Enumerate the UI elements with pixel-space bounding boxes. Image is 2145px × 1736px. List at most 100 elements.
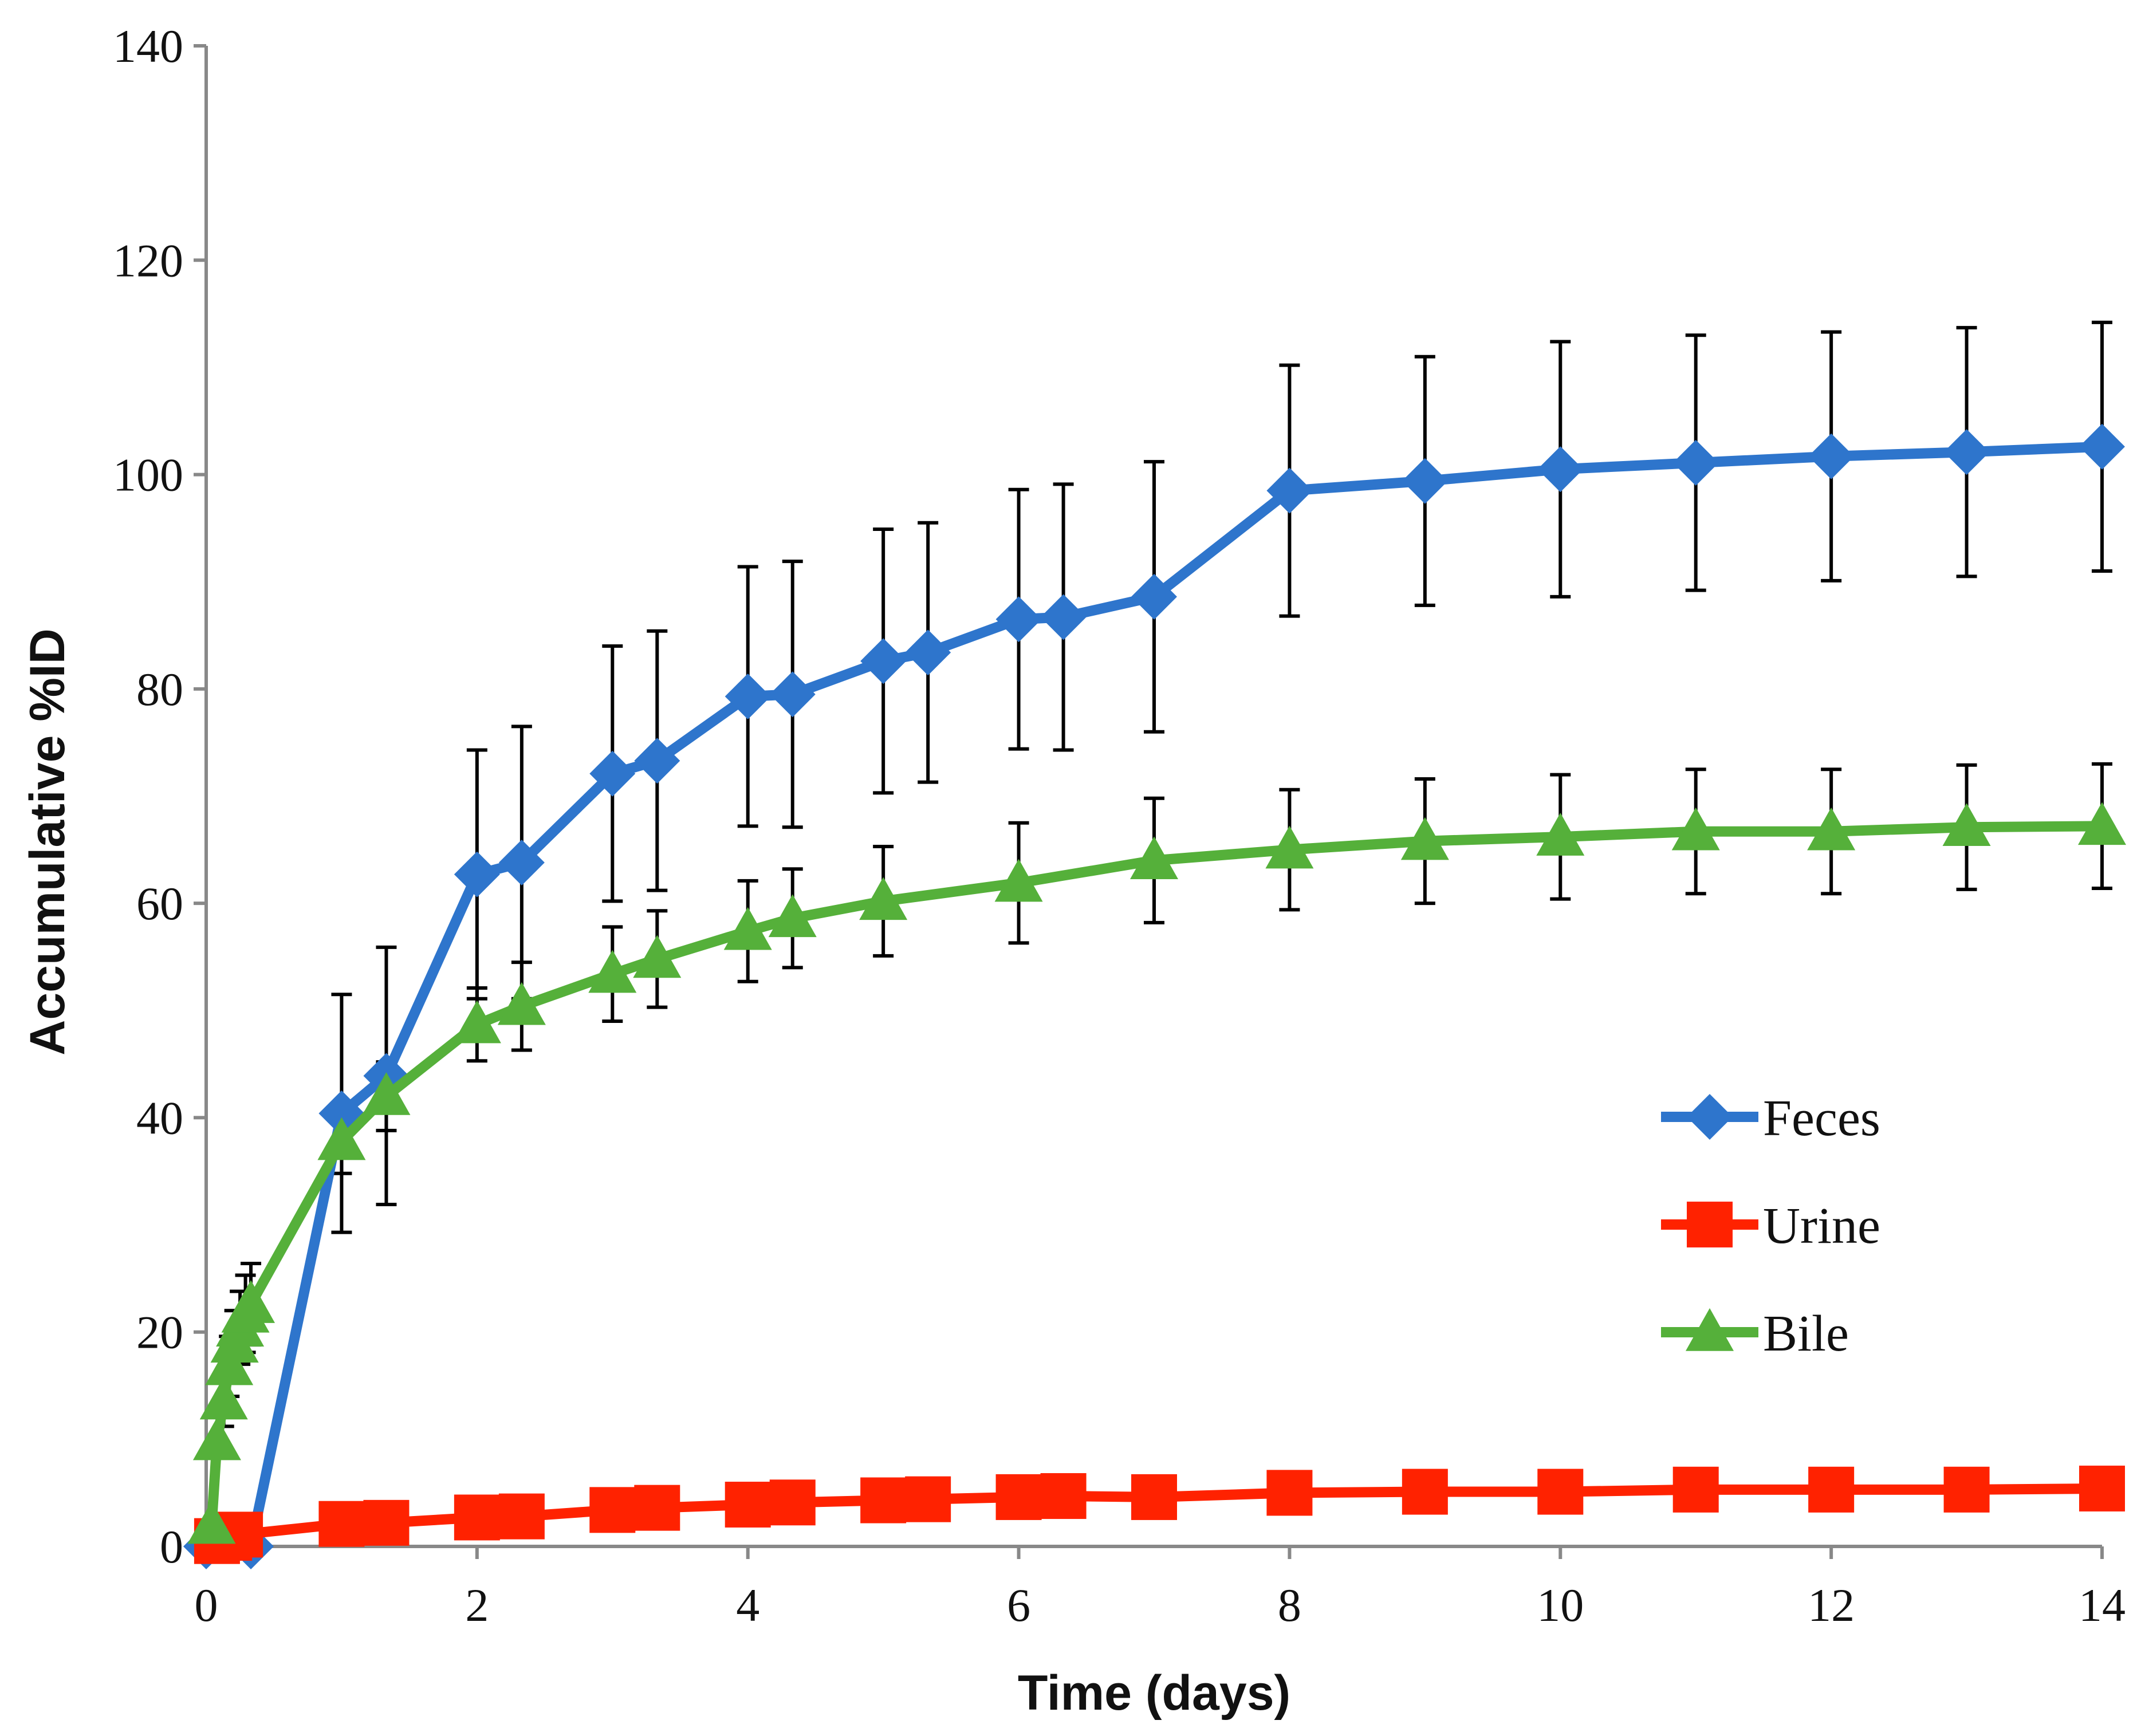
data-point-urine [634,1485,680,1531]
legend-marker-shape [1686,1308,1734,1351]
data-point-feces [498,840,545,886]
legend-label-urine: Urine [1763,1198,1880,1254]
y-tick-label: 100 [113,449,183,501]
y-tick-label: 60 [136,877,183,930]
legend-label-bile: Bile [1763,1305,1849,1362]
y-tick-label: 80 [136,663,183,715]
data-point-bile [1671,807,1720,851]
data-point-feces [905,629,951,676]
legend-marker-shape [1687,1094,1733,1140]
data-point-bile [362,1072,411,1115]
x-axis-title: Time (days) [1018,1666,1290,1721]
data-point-feces [1672,439,1719,486]
series-line-bile [206,821,2103,1526]
data-point-feces [725,673,771,719]
data-point-bile [199,1376,248,1420]
data-point-feces [860,638,907,684]
x-tick-label: 0 [195,1579,218,1631]
axes [204,46,2102,1548]
y-tick-label: 40 [136,1092,183,1144]
data-point-urine [905,1476,951,1522]
data-point-feces [995,596,1042,643]
x-tick-label: 8 [1278,1579,1301,1631]
series-urine [194,1465,2125,1564]
data-point-feces [1537,446,1584,493]
data-point-bile [588,950,637,993]
data-point-bile [192,1417,241,1461]
data-point-urine [1808,1466,1855,1513]
data-point-urine [363,1499,410,1546]
data-point-bile [1400,817,1449,860]
data-point-urine [1402,1469,1448,1515]
legend-marker-bile [1686,1308,1734,1351]
data-point-bile [497,982,546,1025]
series-feces [183,423,2125,1569]
data-point-bile [768,894,817,938]
data-point-bile [859,877,908,920]
x-tick-label: 2 [465,1579,489,1631]
legend-marker-urine [1687,1202,1733,1247]
data-point-urine [589,1487,636,1533]
data-point-urine [318,1501,365,1547]
legend: Feces Urine Bile [1661,1090,1880,1362]
data-point-urine [995,1474,1042,1520]
data-point-bile [1265,825,1314,869]
data-point-feces [1266,467,1313,514]
data-point-feces [589,750,636,797]
data-point-bile [317,1117,366,1160]
data-point-urine [725,1482,771,1528]
data-point-bile [633,935,682,978]
data-point-bile [1130,836,1178,880]
x-axis-ticks: 0 2 4 6 8 10 12 14 [195,1546,2126,1631]
legend-marker-shape [1687,1202,1733,1247]
legend-label-feces: Feces [1763,1090,1880,1147]
y-tick-label: 0 [160,1521,183,1573]
data-point-feces [1808,433,1855,479]
data-point-urine [1131,1474,1177,1520]
y-tick-label: 120 [113,234,183,286]
data-point-feces [1402,458,1448,504]
y-tick-label: 140 [113,20,183,72]
x-tick-label: 4 [736,1579,759,1631]
data-point-feces [1943,429,1990,475]
y-tick-label: 20 [136,1306,183,1359]
data-point-bile [205,1342,254,1385]
data-point-feces [1131,573,1177,620]
data-point-feces [769,671,816,718]
data-point-bile [187,1501,236,1544]
data-point-urine [1537,1469,1584,1515]
x-tick-label: 12 [1808,1579,1855,1631]
legend-item-feces: Feces [1661,1090,1880,1147]
data-point-bile [994,859,1043,902]
x-tick-label: 6 [1007,1579,1030,1631]
data-point-feces [454,851,500,897]
data-point-bile [452,1000,501,1044]
data-point-urine [860,1477,907,1524]
x-tick-label: 14 [2079,1579,2126,1631]
data-point-urine [1672,1466,1719,1513]
data-point-urine [769,1479,816,1526]
data-point-bile [1807,807,1856,851]
y-axis-title: Accumulative %ID [20,628,75,1056]
data-point-urine [498,1493,545,1540]
legend-item-bile: Bile [1661,1305,1849,1362]
y-axis-ticks: 0 20 40 60 80 100 120 140 [113,20,206,1573]
legend-item-urine: Urine [1661,1198,1880,1254]
series-line-feces [206,441,2103,1552]
series-bile [187,802,2126,1544]
data-point-urine [1266,1470,1313,1516]
data-point-urine [454,1494,500,1541]
data-series [183,423,2126,1569]
data-point-bile [227,1280,275,1323]
data-point-bile [723,907,772,950]
data-point-bile [1536,813,1585,856]
data-point-feces [2079,423,2125,470]
data-point-urine [2079,1465,2125,1511]
data-point-feces [634,738,680,784]
data-point-feces [1040,594,1087,640]
data-point-urine [1943,1466,1990,1513]
data-point-bile [1942,803,1991,847]
data-point-bile [2078,802,2126,845]
